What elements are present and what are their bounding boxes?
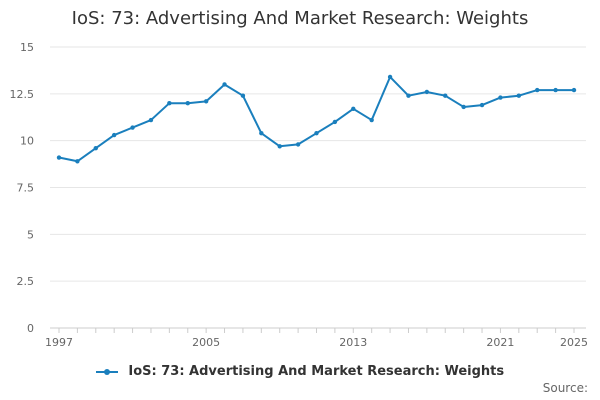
data-point [461,104,466,110]
legend-swatch [95,367,118,377]
data-point [167,101,172,106]
data-point [277,144,282,149]
data-point [203,99,209,104]
legend-label: IoS: 73: Advertising And Market Research… [128,364,505,379]
y-tick-label: 7.5 [17,182,35,195]
data-point [56,155,62,160]
data-point [387,74,393,80]
x-tick-label: 2025 [560,336,588,349]
source-label: Source: [542,381,588,395]
data-point [222,82,227,87]
data-point [498,95,503,100]
x-tick-label: 2021 [486,336,514,349]
data-point [148,117,154,123]
data-point [553,87,558,93]
chart-title: IoS: 73: Advertising And Market Research… [71,8,529,29]
data-point [240,93,246,98]
data-point [479,102,485,108]
x-tick-label: 1997 [45,336,73,349]
data-point [75,159,80,164]
data-point [443,93,448,98]
legend[interactable]: IoS: 73: Advertising And Market Research… [0,364,600,379]
data-point [516,93,522,98]
data-point [259,130,264,136]
y-tick-label: 10 [20,135,34,148]
data-point [369,117,374,123]
data-point [406,93,411,98]
x-tick-label: 2005 [192,336,220,349]
y-tick-label: 15 [20,41,34,54]
data-point [295,142,301,147]
series-line [58,75,574,163]
data-point [314,130,319,136]
data-point [424,89,430,95]
data-point [571,87,577,93]
data-point [351,106,356,112]
y-tick-label: 0 [27,322,34,335]
x-tick-label: 2013 [339,336,367,349]
data-point [130,125,135,130]
y-tick-label: 12.5 [10,88,35,101]
data-point [535,87,540,93]
y-tick-label: 5 [27,228,34,241]
data-point [332,119,338,125]
data-point [93,145,98,151]
y-tick-label: 2.5 [17,275,35,288]
data-point [111,132,117,138]
data-point [185,101,190,106]
